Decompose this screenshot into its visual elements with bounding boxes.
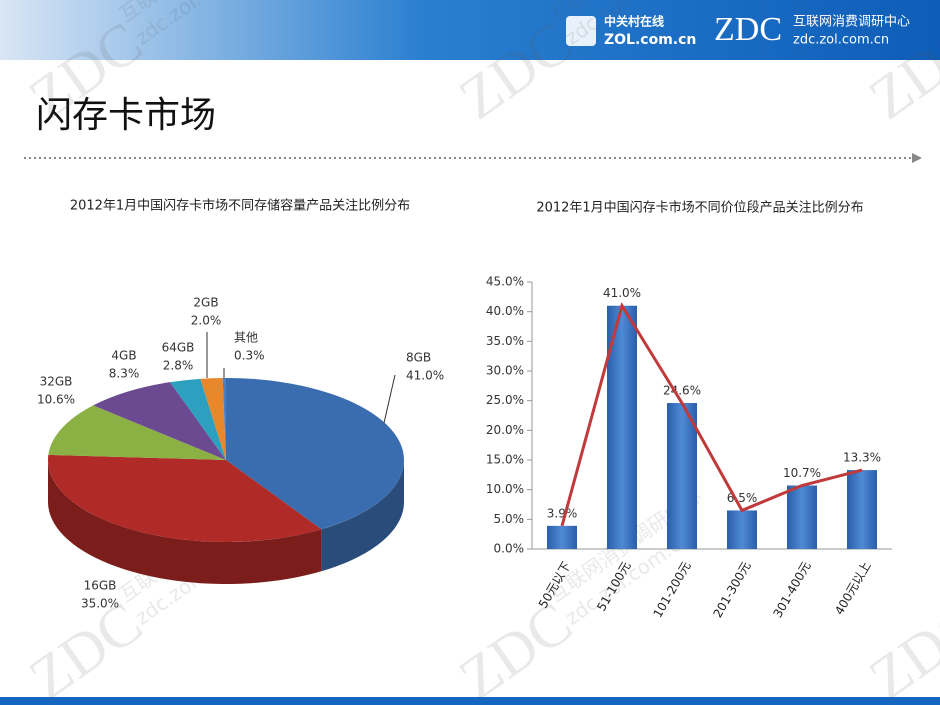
slice-label: 2GB xyxy=(193,296,218,310)
bar xyxy=(787,485,817,549)
slice-label: 4GB xyxy=(111,349,136,363)
pie-slice xyxy=(48,454,322,584)
site-name: 中关村在线 xyxy=(604,14,664,29)
site-url: ZOL.com.cn xyxy=(604,32,696,48)
slice-value-label: 8.3% xyxy=(109,367,140,381)
logo-icon xyxy=(566,16,596,46)
y-tick-label: 15.0% xyxy=(486,453,524,467)
y-tick-label: 30.0% xyxy=(486,364,524,378)
slice-label: 其他 xyxy=(234,331,258,345)
slice-label: 32GB xyxy=(40,375,73,389)
pie-slice xyxy=(48,405,226,460)
y-tick-label: 20.0% xyxy=(486,423,524,437)
y-tick-label: 35.0% xyxy=(486,334,524,348)
slice-side xyxy=(48,460,322,584)
pie-slice xyxy=(222,378,226,460)
slice-value-label: 2.8% xyxy=(163,359,194,373)
header-bar xyxy=(0,0,940,60)
slice-top xyxy=(48,405,226,460)
y-tick-label: 0.0% xyxy=(494,542,525,556)
logo-text: ZDC xyxy=(714,11,782,48)
slice-top xyxy=(93,382,226,460)
slice-value-label: 2.0% xyxy=(191,314,222,328)
chart-title: 2012年1月中国闪存卡市场不同价位段产品关注比例分布 xyxy=(536,200,863,216)
pie-slice xyxy=(93,382,226,460)
slice-value-label: 10.6% xyxy=(37,393,75,407)
pie-slice xyxy=(200,378,226,460)
value-label: 24.6% xyxy=(663,384,701,398)
bar xyxy=(727,510,757,549)
slice-side xyxy=(321,460,404,572)
center-name: 互联网消费调研中心 xyxy=(793,15,910,30)
y-tick-label: 5.0% xyxy=(494,512,525,526)
value-label: 41.0% xyxy=(603,286,641,300)
leader-line xyxy=(383,374,396,424)
y-tick-label: 40.0% xyxy=(486,304,524,318)
center-url: zdc.zol.com.cn xyxy=(793,33,889,48)
value-label: 13.3% xyxy=(843,451,881,465)
bar xyxy=(667,403,697,549)
footer-bar xyxy=(0,697,940,705)
chart-title: 2012年1月中国闪存卡市场不同存储容量产品关注比例分布 xyxy=(70,198,410,214)
pie-chart: 8GB 41.0% 16GB 35.0% 32GB 10.6% 4GB 8.3% 64GB 2.8… xyxy=(37,296,444,611)
divider-arrow xyxy=(912,153,922,163)
slice-label: 64GB xyxy=(162,341,195,355)
slice-top xyxy=(226,378,404,530)
bar xyxy=(547,525,577,549)
slice-label: 8GB xyxy=(406,351,431,365)
slice-top xyxy=(48,454,322,542)
y-tick-label: 10.0% xyxy=(486,482,524,496)
slice-top xyxy=(222,378,226,460)
slice-top xyxy=(200,378,226,460)
slice-top xyxy=(169,378,226,460)
y-tick-label: 25.0% xyxy=(486,393,524,407)
y-tick-label: 45.0% xyxy=(486,275,524,289)
slice-value-label: 35.0% xyxy=(81,597,119,611)
page-title: 闪存卡市场 xyxy=(36,95,216,136)
bar xyxy=(847,470,877,549)
value-label: 3.9% xyxy=(547,506,578,520)
slice-label: 16GB xyxy=(84,579,117,593)
slice-value-label: 0.3% xyxy=(234,349,265,363)
slice-value-label: 41.0% xyxy=(406,369,444,383)
pie-slice xyxy=(226,378,404,572)
trend-line xyxy=(560,302,863,527)
pie-slice xyxy=(169,378,226,460)
value-label: 10.7% xyxy=(783,466,821,480)
